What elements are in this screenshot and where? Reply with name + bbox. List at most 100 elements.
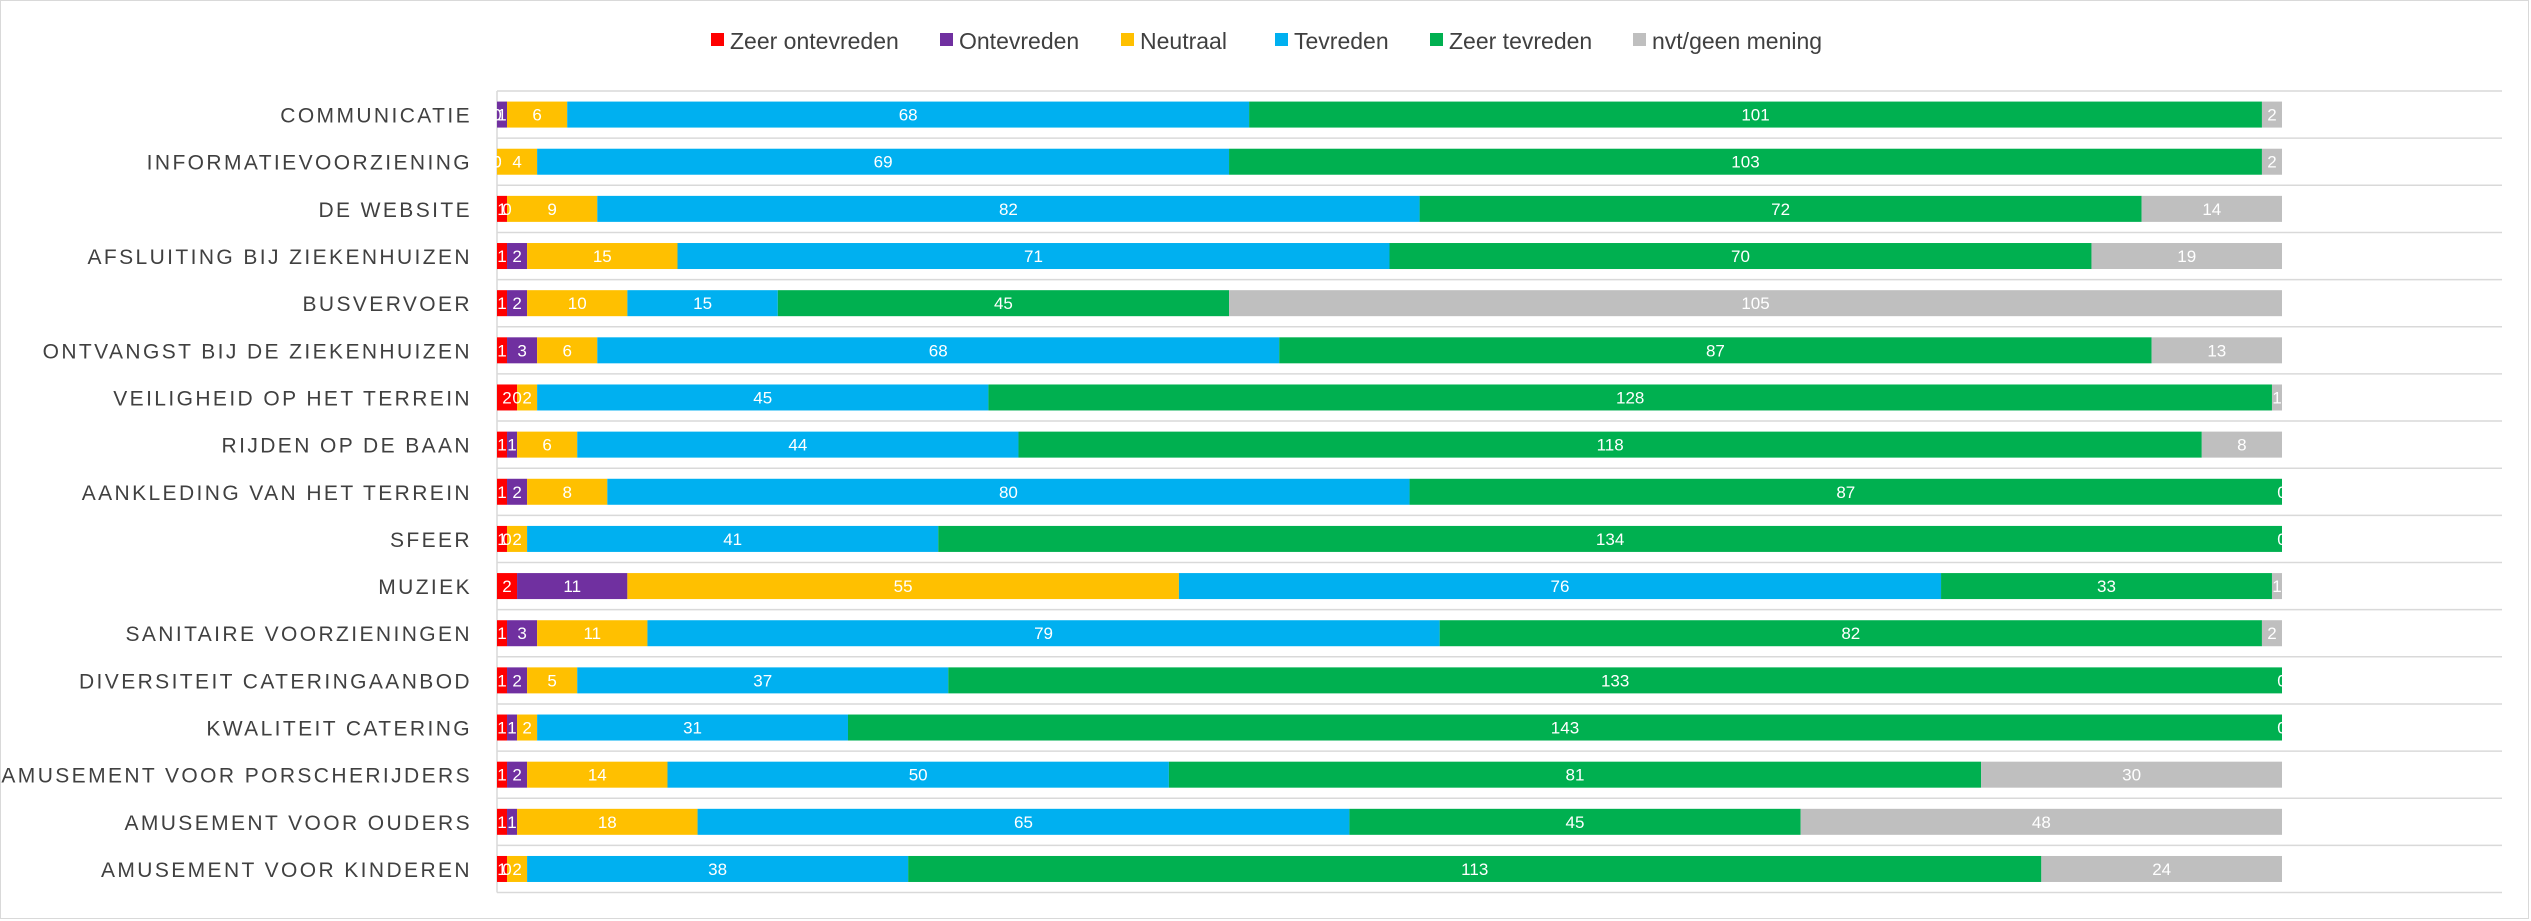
value-label: 1 <box>2272 388 2281 407</box>
bar-busvervoer-nvt-geen-mening <box>1229 290 2282 317</box>
value-label: 0 <box>502 200 511 219</box>
value-label: 79 <box>1034 624 1053 643</box>
bar-busvervoer-zeer-ontevreden <box>497 290 508 317</box>
value-label: 19 <box>2177 247 2196 266</box>
value-label: 143 <box>1551 719 1579 738</box>
value-label: 45 <box>753 388 772 407</box>
legend-swatch-ontevreden <box>940 33 953 46</box>
value-label: 30 <box>2122 766 2141 785</box>
value-label: 1 <box>497 483 506 502</box>
value-label: 0 <box>2277 530 2286 549</box>
value-label: 0 <box>502 860 511 879</box>
value-label: 2 <box>512 247 521 266</box>
legend-label-zeer-ontevreden: Zeer ontevreden <box>730 28 899 54</box>
value-label: 0 <box>512 388 521 407</box>
value-label: 0 <box>492 153 501 172</box>
bar-amusement-voor-ouders-ontevreden <box>507 808 518 835</box>
bar-communicatie-nvt-geen-mening <box>2261 101 2282 128</box>
value-label: 13 <box>2207 341 2226 360</box>
value-label: 45 <box>1566 813 1585 832</box>
value-label: 2 <box>512 530 521 549</box>
bar-rijden-op-de-baan-zeer-ontevreden <box>497 431 508 458</box>
bar-aankleding-van-het-terrein-zeer-tevreden <box>1409 478 2282 505</box>
bar-amusement-voor-porscherijders-zeer-tevreden <box>1168 761 1982 788</box>
bar-rijden-op-de-baan-nvt-geen-mening <box>2201 431 2282 458</box>
bar-informatievoorziening-nvt-geen-mening <box>2261 148 2282 175</box>
value-label: 1 <box>497 294 506 313</box>
value-label: 105 <box>1741 294 1769 313</box>
value-label: 14 <box>2202 200 2221 219</box>
legend-label-nvt-geen-mening: nvt/geen mening <box>1652 28 1822 54</box>
bar-sfeer-zeer-tevreden <box>938 525 2282 552</box>
bar-sfeer-neutraal <box>507 525 528 552</box>
value-label: 0 <box>502 530 511 549</box>
category-label-amusement-voor-ouders: AMUSEMENT VOOR OUDERS <box>124 812 472 835</box>
legend-label-tevreden: Tevreden <box>1294 28 1389 54</box>
bar-ontvangst-bij-de-ziekenhuizen-ontevreden <box>507 337 538 364</box>
value-label: 0 <box>492 153 501 172</box>
bar-kwaliteit-catering-tevreden <box>537 714 848 741</box>
value-label: 1 <box>497 436 506 455</box>
value-label: 3 <box>517 624 526 643</box>
value-label: 71 <box>1024 247 1043 266</box>
bar-sanitaire-voorzieningen-neutraal <box>537 620 648 647</box>
value-label: 113 <box>1461 860 1488 879</box>
bar-rijden-op-de-baan-ontevreden <box>507 431 518 458</box>
value-label: 1 <box>497 200 506 219</box>
bar-amusement-voor-porscherijders-zeer-ontevreden <box>497 761 508 788</box>
category-label-afsluiting-bij-ziekenhuizen: AFSLUITING BIJ ZIEKENHUIZEN <box>87 246 472 269</box>
value-label: 15 <box>693 294 712 313</box>
legend-swatch-neutraal <box>1121 33 1134 46</box>
bar-amusement-voor-kinderen-neutraal <box>507 855 528 882</box>
bar-sanitaire-voorzieningen-zeer-tevreden <box>1439 620 2262 647</box>
value-label: 48 <box>2032 813 2051 832</box>
bar-kwaliteit-catering-ontevreden <box>507 714 518 741</box>
bar-ontvangst-bij-de-ziekenhuizen-nvt-geen-mening <box>2151 337 2282 364</box>
category-label-ontvangst-bij-de-ziekenhuizen: ONTVANGST BIJ DE ZIEKENHUIZEN <box>43 340 472 363</box>
bar-muziek-ontevreden <box>517 573 628 600</box>
bar-rijden-op-de-baan-zeer-tevreden <box>1018 431 2202 458</box>
category-label-kwaliteit-catering: KWALITEIT CATERING <box>206 718 472 741</box>
bar-diversiteit-cateringaanbod-tevreden <box>577 667 949 694</box>
category-labels: COMMUNICATIE INFORMATIEVOORZIENING DE WEBS… <box>1 105 472 882</box>
value-label: 0 <box>2277 671 2286 690</box>
bar-veiligheid-op-het-terrein-zeer-tevreden <box>988 384 2272 411</box>
category-label-amusement-voor-porscherijders: AMUSEMENT VOOR PORSCHERIJDERS <box>1 765 472 788</box>
value-label: 70 <box>1731 247 1750 266</box>
category-label-communicatie: COMMUNICATIE <box>280 105 472 128</box>
value-label: 2 <box>2267 624 2276 643</box>
category-label-muziek: MUZIEK <box>378 576 472 599</box>
bar-rijden-op-de-baan-neutraal <box>517 431 578 458</box>
value-label: 5 <box>547 671 556 690</box>
bar-busvervoer-neutraal <box>527 290 628 317</box>
bar-ontvangst-bij-de-ziekenhuizen-zeer-tevreden <box>1279 337 2152 364</box>
value-label: 24 <box>2152 860 2171 879</box>
bar-informatievoorziening-neutraal <box>497 148 538 175</box>
bar-amusement-voor-kinderen-tevreden <box>527 855 909 882</box>
value-label: 8 <box>562 483 571 502</box>
legend-swatch-zeer-ontevreden <box>711 33 724 46</box>
value-label: 1 <box>497 247 506 266</box>
bar-muziek-zeer-tevreden <box>1941 573 2272 600</box>
value-label: 134 <box>1596 530 1624 549</box>
category-label-diversiteit-cateringaanbod: DIVERSITEIT CATERINGAANBOD <box>79 670 472 693</box>
value-label: 1 <box>2272 577 2281 596</box>
category-label-veiligheid-op-het-terrein: VEILIGHEID OP HET TERREIN <box>113 387 472 410</box>
bar-ontvangst-bij-de-ziekenhuizen-zeer-ontevreden <box>497 337 508 364</box>
value-label: 1 <box>497 813 506 832</box>
value-label: 4 <box>512 153 521 172</box>
bar-muziek-neutraal <box>627 573 1179 600</box>
bar-diversiteit-cateringaanbod-ontevreden <box>507 667 528 694</box>
category-label-informatievoorziening: INFORMATIEVOORZIENING <box>147 152 472 175</box>
value-label: 1 <box>507 436 516 455</box>
value-label: 2 <box>502 577 511 596</box>
legend-label-ontevreden: Ontevreden <box>959 28 1079 54</box>
bar-veiligheid-op-het-terrein-nvt-geen-mening <box>2271 384 2282 411</box>
bar-muziek-nvt-geen-mening <box>2271 573 2282 600</box>
bar-ontvangst-bij-de-ziekenhuizen-tevreden <box>597 337 1280 364</box>
bar-sanitaire-voorzieningen-ontevreden <box>507 620 538 647</box>
value-label: 2 <box>512 860 521 879</box>
bar-amusement-voor-ouders-zeer-tevreden <box>1349 808 1801 835</box>
bar-ontvangst-bij-de-ziekenhuizen-neutraal <box>537 337 598 364</box>
bar-amusement-voor-kinderen-zeer-ontevreden <box>497 855 508 882</box>
